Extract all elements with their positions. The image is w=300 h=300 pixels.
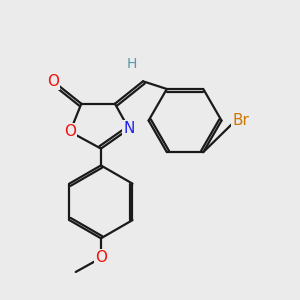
Text: N: N <box>123 122 135 136</box>
Text: O: O <box>64 124 76 139</box>
Text: O: O <box>95 250 107 266</box>
Text: H: H <box>127 58 137 71</box>
Text: Br: Br <box>233 113 250 128</box>
Text: O: O <box>47 74 59 89</box>
